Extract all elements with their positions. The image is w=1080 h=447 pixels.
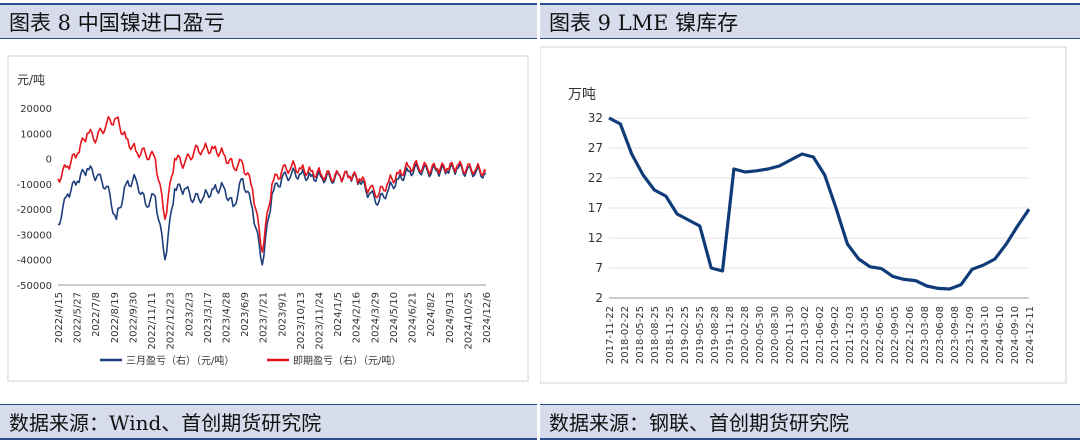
y-tick-label-0-6: -40000 xyxy=(17,256,52,267)
x-tick-label-0-4: 2022/9/30 xyxy=(128,292,139,343)
x-tick-label-0-11: 2023/7/21 xyxy=(259,292,270,343)
x-tick-label-1-25: 2024-03-10 xyxy=(980,306,991,364)
y-tick-label-1-4: 12 xyxy=(588,231,603,245)
y-tick-label-1-2: 22 xyxy=(588,171,603,185)
y-tick-label-1-6: 2 xyxy=(595,291,603,305)
y-tick-label-1-0: 32 xyxy=(588,111,603,125)
x-tick-label-0-8: 2023/3/17 xyxy=(203,292,214,343)
x-tick-label-0-3: 2022/8/19 xyxy=(110,292,121,343)
right-chart-panel: 图表 9 LME 镍库存 万吨 32 27 22 17 12 7 2 2017-11-22 201… xyxy=(540,0,1080,447)
x-tick-label-0-10: 2023/6/9 xyxy=(240,292,251,337)
y-tick-label-0-0: 20000 xyxy=(20,104,52,115)
x-tick-label-0-12: 2023/9/1 xyxy=(277,292,288,337)
x-tick-label-1-13: 2021-03-02 xyxy=(800,306,811,364)
x-tick-label-0-17: 2024/3/29 xyxy=(370,292,381,343)
x-tick-label-0-14: 2023/11/24 xyxy=(315,292,326,350)
x-tick-label-0-21: 2024/9/13 xyxy=(445,292,456,343)
legend-label-0-0: 三月盈亏（右）（元/吨） xyxy=(126,354,234,367)
legend-label-0-1: 即期盈亏（右）（元/吨） xyxy=(293,354,401,367)
x-tick-label-1-5: 2019-02-25 xyxy=(680,306,691,364)
y-axis-label-0: 元/吨 xyxy=(17,73,45,87)
x-tick-label-0-13: 2023/10/13 xyxy=(296,292,307,350)
series-line-0-0 xyxy=(57,162,487,266)
series-line-1-0 xyxy=(608,116,1031,291)
left-chart-title: 图表 8 中国镍进口盈亏 xyxy=(0,3,537,39)
y-tick-label-0-3: -10000 xyxy=(17,180,52,191)
x-tick-label-1-8: 2019-11-28 xyxy=(725,306,736,364)
x-tick-label-1-21: 2023-03-08 xyxy=(920,306,931,364)
x-tick-label-1-19: 2022-09-05 xyxy=(890,306,901,364)
x-tick-label-1-16: 2021-12-03 xyxy=(845,306,856,364)
y-axis-label-1: 万吨 xyxy=(568,87,596,103)
left-line-chart: 元/吨 20000 10000 0 -10000 -20000 -30000 -40000 -5… xyxy=(7,55,529,382)
y-tick-label-0-1: 10000 xyxy=(20,129,52,140)
x-tick-label-1-26: 2024-06-10 xyxy=(995,306,1006,364)
x-tick-label-0-1: 2022/5/27 xyxy=(73,292,84,343)
chart-frame-0 xyxy=(7,55,529,382)
y-tick-label-0-7: -50000 xyxy=(17,281,52,292)
x-tick-label-0-15: 2024/1/5 xyxy=(333,292,344,337)
x-tick-label-1-6: 2019-05-25 xyxy=(695,306,706,364)
x-tick-label-1-18: 2022-06-05 xyxy=(875,306,886,364)
x-tick-label-1-1: 2018-02-22 xyxy=(620,306,631,364)
x-tick-label-0-2: 2022/7/8 xyxy=(91,292,102,337)
x-tick-label-0-9: 2023/4/28 xyxy=(221,292,232,343)
y-tick-label-1-1: 27 xyxy=(588,141,603,155)
x-tick-label-1-28: 2024-12-11 xyxy=(1025,306,1036,364)
x-tick-label-1-0: 2017-11-22 xyxy=(605,306,616,364)
x-tick-label-1-9: 2020-02-28 xyxy=(740,306,751,364)
x-tick-label-0-6: 2022/12/23 xyxy=(166,292,177,350)
y-tick-label-1-3: 17 xyxy=(588,201,603,215)
series-line-0-1 xyxy=(57,116,487,253)
x-tick-label-1-24: 2023-12-09 xyxy=(965,306,976,364)
x-tick-label-0-23: 2024/12/6 xyxy=(482,292,493,343)
x-tick-label-1-14: 2021-06-02 xyxy=(815,306,826,364)
x-tick-label-0-0: 2022/4/15 xyxy=(54,292,65,343)
x-tick-label-0-19: 2024/6/21 xyxy=(408,292,419,343)
x-tick-label-0-22: 2024/10/25 xyxy=(463,292,474,350)
left-chart-panel: 图表 8 中国镍进口盈亏 元/吨 20000 10000 0 -10000 -20000 -… xyxy=(0,0,537,447)
x-tick-label-1-2: 2018-05-25 xyxy=(635,306,646,364)
y-tick-label-0-4: -20000 xyxy=(17,205,52,216)
x-tick-label-1-15: 2021-09-02 xyxy=(830,306,841,364)
chart-frame-1 xyxy=(540,46,1067,384)
x-tick-label-1-10: 2020-05-30 xyxy=(755,306,766,364)
panel-divider xyxy=(537,0,540,447)
x-tick-label-1-7: 2019-08-28 xyxy=(710,306,721,364)
x-tick-label-0-7: 2023/2/3 xyxy=(184,292,195,337)
right-chart-source: 数据来源：钢联、首创期货研究院 xyxy=(540,404,1080,440)
x-tick-label-1-27: 2024-09-10 xyxy=(1010,306,1021,364)
y-tick-label-0-5: -30000 xyxy=(17,230,52,241)
x-tick-label-1-11: 2020-08-30 xyxy=(770,306,781,364)
x-tick-label-1-23: 2023-09-08 xyxy=(950,306,961,364)
x-tick-label-0-18: 2024/5/10 xyxy=(389,292,400,343)
left-chart-source: 数据来源：Wind、首创期货研究院 xyxy=(0,404,537,440)
x-tick-label-1-20: 2022-12-06 xyxy=(905,306,916,364)
x-tick-label-0-5: 2022/11/11 xyxy=(147,292,158,350)
x-tick-label-1-12: 2020-11-30 xyxy=(785,306,796,364)
x-tick-label-1-4: 2018-11-25 xyxy=(665,306,676,364)
x-tick-label-1-3: 2018-08-25 xyxy=(650,306,661,364)
x-tick-label-0-16: 2024/2/16 xyxy=(352,292,363,343)
right-chart-title: 图表 9 LME 镍库存 xyxy=(540,3,1080,39)
x-tick-label-1-22: 2023-06-08 xyxy=(935,306,946,364)
x-tick-label-1-17: 2022-03-05 xyxy=(860,306,871,364)
x-tick-label-0-20: 2024/8/2 xyxy=(426,292,437,337)
y-tick-label-1-5: 7 xyxy=(595,261,603,275)
y-tick-label-0-2: 0 xyxy=(46,155,52,166)
